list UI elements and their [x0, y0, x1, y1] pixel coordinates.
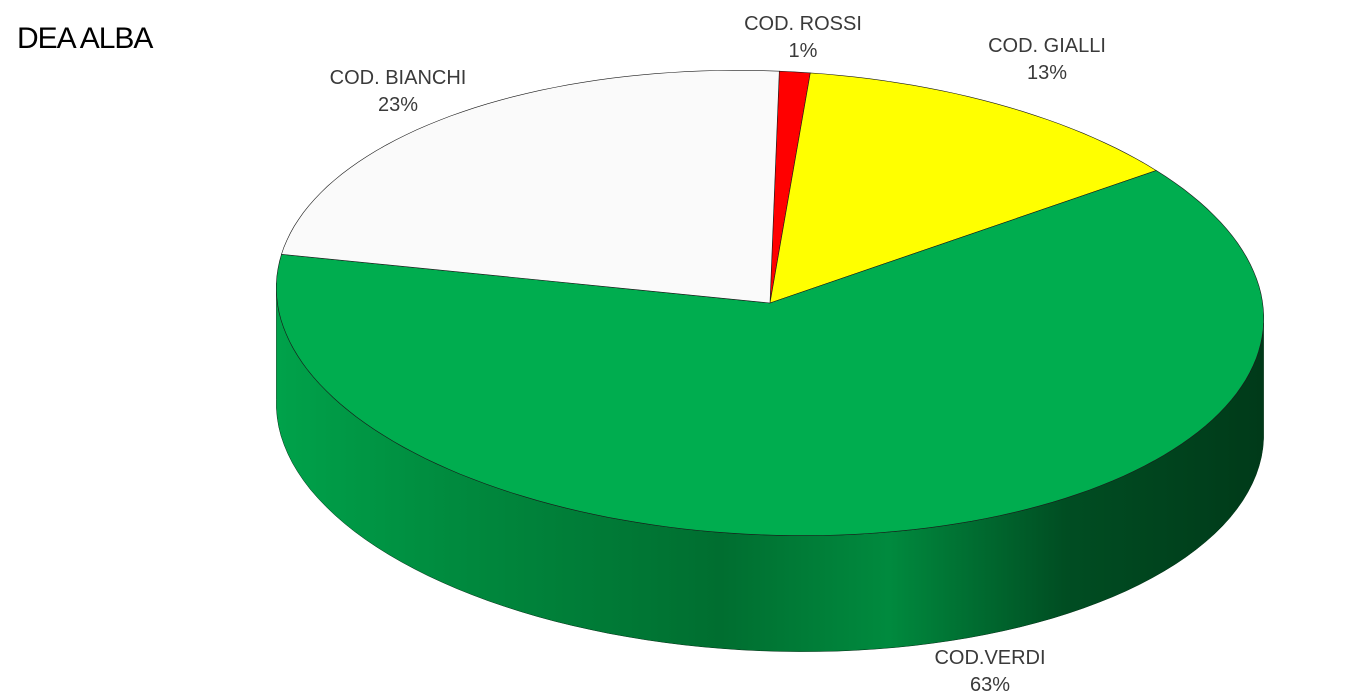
slice-value: 1% — [788, 40, 818, 62]
chart-title: DEA ALBA — [17, 22, 153, 55]
slice-name: COD. GIALLI — [988, 35, 1106, 57]
slice-cod-verdi — [275, 170, 1265, 536]
slice-label-verdi: COD.VERDI 63% — [860, 645, 1120, 699]
pie-top-slices — [275, 70, 1265, 536]
slice-label-gialli: COD. GIALLI 13% — [917, 33, 1177, 87]
slice-value: 13% — [1026, 62, 1068, 84]
slice-value: 23% — [377, 94, 419, 116]
slice-label-bianchi: COD. BIANCHI 23% — [268, 65, 528, 119]
slice-name: COD. BIANCHI — [329, 67, 467, 89]
slice-label-rossi: COD. ROSSI 1% — [673, 11, 933, 65]
slice-name: COD.VERDI — [934, 647, 1046, 669]
slice-name: COD. ROSSI — [744, 13, 862, 35]
slice-cod-bianchi — [281, 70, 780, 304]
slice-cod-gialli — [769, 72, 1157, 304]
slice-value: 63% — [969, 674, 1011, 696]
